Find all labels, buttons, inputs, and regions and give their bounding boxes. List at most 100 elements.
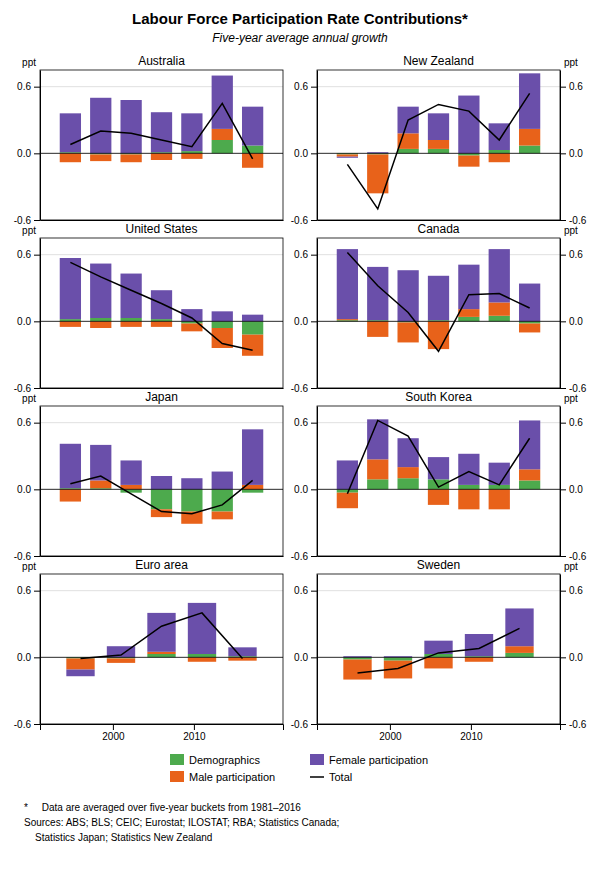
y2-tick-label: 0.6 (569, 417, 583, 428)
y-tick-label: 0.0 (294, 484, 308, 495)
bar (519, 480, 540, 489)
y-axis: -0.60.00.6 (14, 239, 41, 394)
x-tick-label: 2000 (379, 731, 402, 742)
x-axis: 20002010 (318, 724, 561, 742)
bar-series (343, 608, 533, 657)
y2-tick: 0.6 (560, 417, 583, 428)
y-tick-label: 0.6 (294, 585, 308, 596)
bar (90, 321, 111, 328)
bar (90, 318, 111, 321)
y-tick: -0.6 (14, 719, 40, 730)
line (70, 103, 252, 159)
bar (212, 321, 233, 328)
bar (424, 657, 452, 668)
bar (66, 670, 94, 677)
panel: 20002010-0.60.00.6Euro areappt (14, 558, 284, 742)
plot-frame (317, 406, 560, 556)
grid-line (317, 153, 560, 154)
legend-label: Male participation (189, 771, 275, 783)
zero-line (317, 153, 560, 154)
panel: -0.60.00.6Japanppt (14, 390, 284, 562)
legend-swatch (310, 754, 324, 765)
y2-tick-mark (560, 388, 566, 389)
y2-tick-mark (560, 724, 566, 725)
y2-tick-label: 0.0 (569, 484, 583, 495)
bar (458, 96, 479, 154)
bar-series (60, 321, 264, 355)
y-tick-mark (34, 489, 40, 490)
y-tick: -0.6 (291, 551, 317, 562)
y-axis: -0.60.00.6 (291, 71, 318, 226)
panel-title: South Korea (405, 390, 472, 404)
zero-line (40, 657, 283, 658)
legend-item: Male participation (170, 771, 275, 783)
panel: -0.60.00.6-0.60.00.6New Zealandppt (291, 54, 587, 226)
line (347, 93, 529, 209)
y2-tick-label: 0.6 (569, 81, 583, 92)
y2-axis: -0.60.00.6 (560, 575, 587, 730)
y-tick: -0.6 (291, 215, 317, 226)
line (70, 476, 252, 514)
bar-series (337, 73, 541, 157)
y-tick-label: 0.0 (294, 316, 308, 327)
legend-label: Total (329, 771, 352, 783)
zero-line (317, 321, 560, 322)
bar (519, 469, 540, 480)
y2-tick-mark (560, 489, 566, 490)
plot-frame (40, 70, 283, 220)
y-tick-label: 0.0 (17, 316, 31, 327)
bar (397, 149, 418, 153)
x-tick-mark (471, 724, 472, 730)
y-tick: -0.6 (291, 383, 317, 394)
plot-area (60, 76, 264, 168)
bar (367, 321, 388, 337)
y-axis-line (317, 407, 318, 557)
legend-item: Female participation (310, 754, 428, 766)
y2-axis-label: ppt (564, 561, 578, 572)
bar (397, 478, 418, 489)
panel-title: New Zealand (403, 54, 474, 68)
bar (242, 315, 263, 322)
y-tick-label: -0.6 (291, 551, 309, 562)
y2-tick: 0.6 (560, 81, 583, 92)
y2-axis-label: ppt (564, 57, 578, 68)
bar (337, 154, 358, 156)
plot-area (343, 608, 533, 679)
grid (40, 255, 283, 388)
y-tick-mark (34, 724, 40, 725)
y2-tick-mark (560, 657, 566, 658)
x-tick-mark (113, 724, 114, 730)
y-tick-label: -0.6 (291, 383, 309, 394)
bar-series (337, 249, 541, 321)
bar (151, 290, 172, 319)
bar (228, 647, 256, 656)
bar (90, 154, 111, 161)
y-axis: -0.60.00.6 (14, 71, 41, 226)
x-tick-label: 2000 (102, 731, 125, 742)
bar-series (337, 419, 541, 489)
bar (151, 112, 172, 152)
grid-line (317, 489, 560, 490)
bar (147, 654, 175, 657)
bar (242, 489, 263, 492)
y-axis-label: ppt (22, 561, 36, 572)
y-tick-label: -0.6 (291, 215, 309, 226)
plot-area (337, 73, 541, 209)
bar (397, 270, 418, 321)
bar (343, 660, 371, 680)
grid-line (40, 153, 283, 154)
line (81, 613, 243, 659)
y2-axis-label: ppt (564, 225, 578, 236)
panel: 20002010-0.60.00.6-0.60.00.6Swedenppt (291, 558, 587, 742)
x-axis-line (41, 556, 284, 557)
bar (107, 658, 135, 662)
plot-frame (317, 70, 560, 220)
bar (367, 479, 388, 489)
x-axis-line (318, 556, 561, 557)
bar (519, 324, 540, 333)
panel: -0.60.00.6United Statesppt (14, 222, 284, 394)
y2-tick-label: 0.0 (569, 316, 583, 327)
bar (397, 322, 418, 342)
y-tick-label: 0.6 (17, 249, 31, 260)
y2-axis-label: ppt (564, 393, 578, 404)
